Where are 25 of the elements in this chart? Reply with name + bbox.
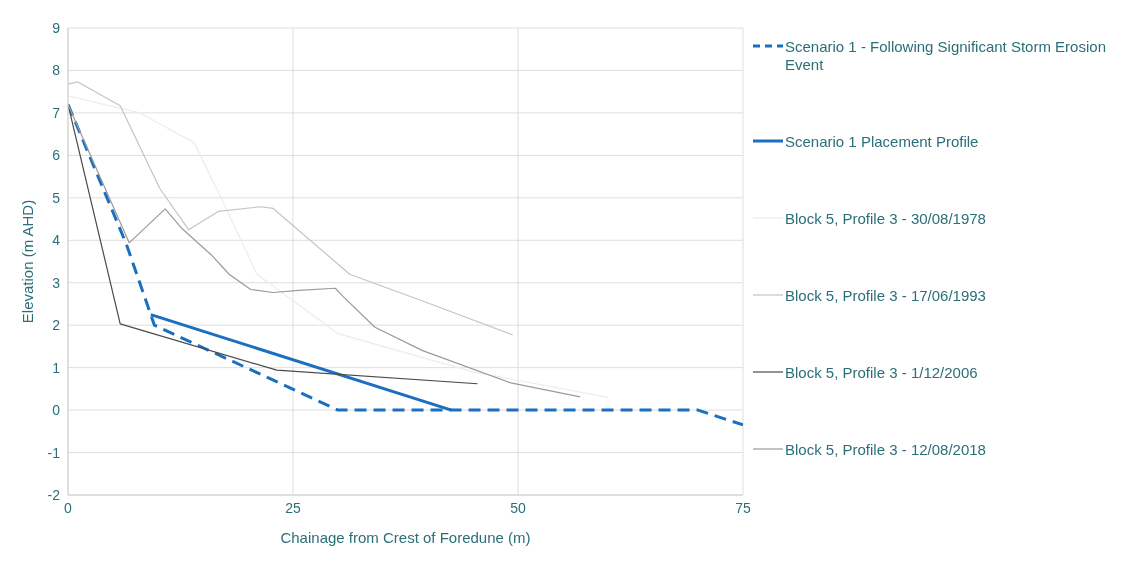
legend-label: Block 5, Profile 3 - 30/08/1978 <box>785 209 986 228</box>
y-tick-label: 6 <box>52 147 61 164</box>
y-tick-label: 3 <box>52 274 61 291</box>
y-tick-label: 0 <box>52 402 61 419</box>
x-tick-label: 75 <box>735 499 751 516</box>
legend-label: Block 5, Profile 3 - 1/12/2006 <box>785 363 978 382</box>
legend-label: Block 5, Profile 3 - 17/06/1993 <box>785 286 986 305</box>
y-tick-label: 7 <box>52 104 61 121</box>
y-tick-label: -2 <box>47 486 61 503</box>
y-axis-title: Elevation (m AHD) <box>19 199 37 324</box>
legend-label: Block 5, Profile 3 - 12/08/2018 <box>785 440 986 459</box>
legend-label: Scenario 1 - Following Significant Storm Erosion Event <box>785 37 1107 74</box>
x-tick-label: 0 <box>64 499 73 516</box>
y-tick-label: -1 <box>47 444 61 461</box>
legend-label: Scenario 1 Placement Profile <box>785 132 979 151</box>
y-tick-label: 8 <box>52 62 61 79</box>
y-tick-label: 1 <box>52 359 61 376</box>
y-tick-label: 2 <box>52 317 61 334</box>
y-tick-label: 9 <box>52 19 61 36</box>
x-tick-label: 25 <box>285 499 301 516</box>
y-tick-label: 5 <box>52 189 61 206</box>
y-tick-label: 4 <box>52 232 61 249</box>
line-series <box>68 102 743 427</box>
x-axis-title: Chainage from Crest of Foredune (m) <box>280 529 531 546</box>
x-tick-label: 50 <box>510 499 526 516</box>
